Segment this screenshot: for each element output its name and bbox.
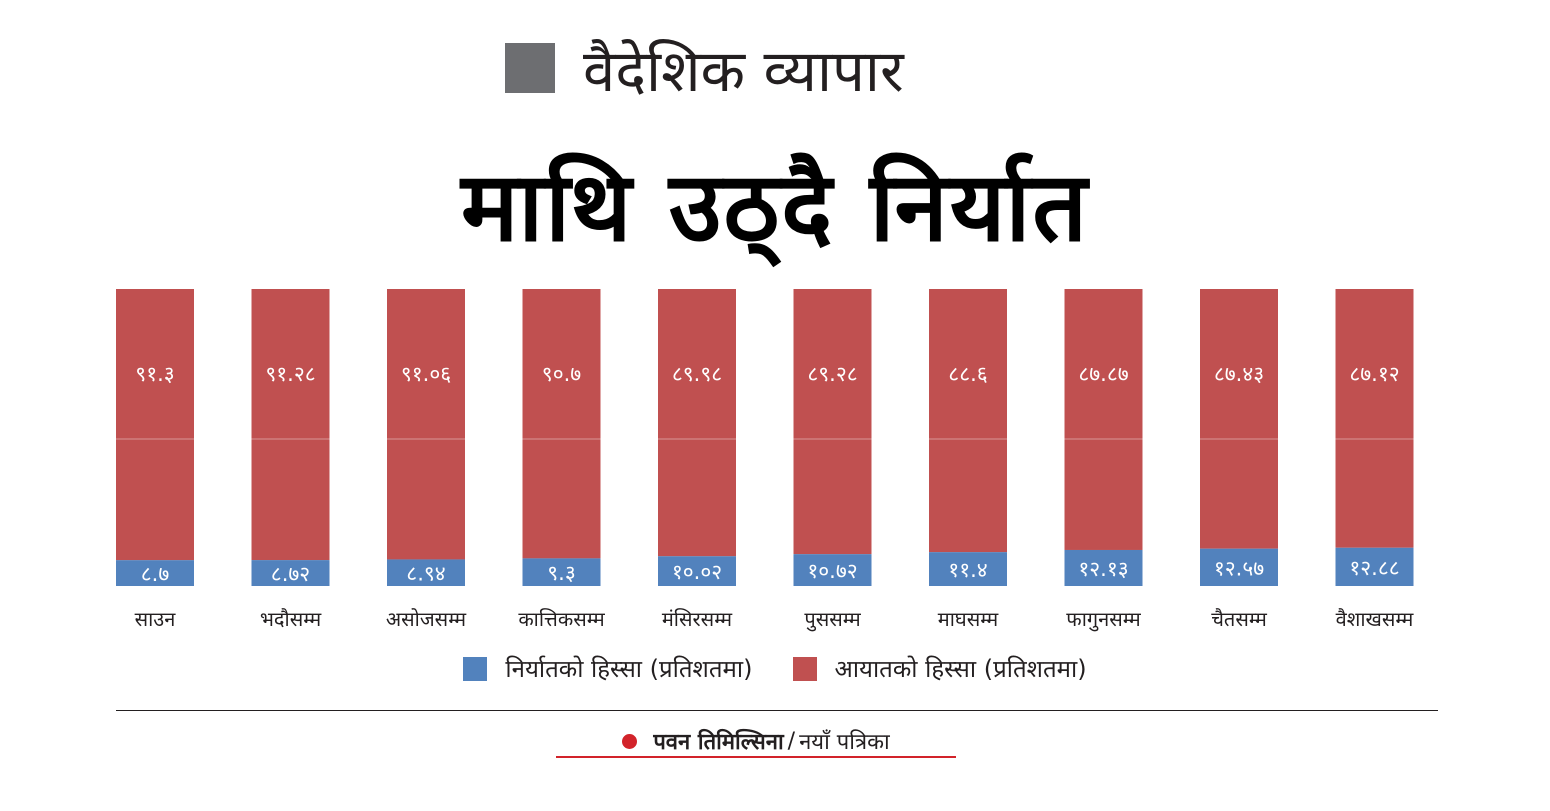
data-label-import: ८७.४३	[1214, 362, 1264, 386]
category-label: पुससम्म	[804, 607, 861, 632]
byline-author: पवन तिमिल्सिना	[653, 730, 784, 755]
data-label-export: १२.१३	[1078, 557, 1128, 581]
bar-import	[1200, 289, 1278, 549]
category-label: साउन	[135, 607, 177, 631]
bar-export	[251, 560, 330, 586]
bar-export	[1064, 549, 1143, 586]
data-label-export: ८.९४	[406, 562, 445, 586]
kicker: वैदेशिक व्यापार	[505, 30, 904, 106]
legend-item-export: निर्यातको हिस्सा (प्रतिशतमा)	[463, 652, 753, 685]
data-label-import: ८७.८७	[1078, 362, 1128, 386]
category-label: फागुनसम्म	[1066, 607, 1141, 632]
legend-item-import: आयातको हिस्सा (प्रतिशतमा)	[792, 652, 1087, 685]
data-label-export: १२.८८	[1349, 556, 1399, 580]
bar-import	[387, 289, 465, 560]
bar-export	[1200, 548, 1278, 586]
legend-swatch-export	[463, 656, 488, 681]
kicker-square-icon	[505, 43, 555, 93]
category-label: मंसिरसम्म	[662, 607, 733, 631]
bar-export	[929, 552, 1007, 586]
data-label-import: ८८.६	[948, 362, 987, 386]
bar-import	[929, 289, 1007, 553]
bar-import	[793, 289, 872, 555]
data-label-export: १०.०२	[672, 560, 722, 584]
category-label: माघसम्म	[938, 607, 999, 631]
bar-export	[522, 558, 601, 586]
bar-import	[1064, 289, 1143, 550]
bar-import	[251, 289, 330, 561]
data-label-import: ८७.१२	[1349, 362, 1399, 386]
category-label: असोजसम्म	[386, 607, 467, 631]
bar-import	[658, 289, 736, 557]
bar-export	[387, 559, 465, 586]
data-label-export: ११.४	[948, 558, 987, 582]
bar-import	[522, 289, 601, 559]
data-label-import: ९१.३	[135, 362, 174, 386]
divider	[116, 710, 1438, 711]
category-label: कात्तिकसम्म	[518, 607, 605, 631]
data-label-export: १०.७२	[807, 559, 857, 583]
data-label-import: ८९.९८	[672, 362, 722, 386]
data-label-import: ९१.२८	[265, 362, 315, 386]
data-label-export: ८.७	[141, 562, 170, 586]
bar-import	[1335, 289, 1414, 548]
data-label-export: १२.५७	[1214, 556, 1264, 580]
data-label-import: ९१.०६	[401, 362, 451, 386]
byline-source: नयाँ पत्रिका	[799, 730, 890, 755]
byline: पवन तिमिल्सिना / नयाँ पत्रिका	[556, 726, 956, 758]
byline-separator: /	[787, 728, 796, 754]
legend: निर्यातको हिस्सा (प्रतिशतमा) आयातको हिस्…	[0, 652, 1550, 685]
bar-import	[116, 289, 194, 561]
headline: माथि उठ्दै निर्यात	[460, 151, 1090, 263]
bar-export	[1335, 547, 1414, 586]
bar-export	[116, 560, 194, 586]
bullet-dot-icon	[622, 733, 638, 749]
legend-swatch-import	[792, 656, 817, 681]
data-label-export: ८.७२	[271, 562, 310, 586]
kicker-text: वैदेशिक व्यापार	[583, 36, 904, 105]
bar-export	[658, 556, 736, 586]
legend-label-import: आयातको हिस्सा (प्रतिशतमा)	[834, 655, 1087, 683]
legend-label-export: निर्यातको हिस्सा (प्रतिशतमा)	[505, 655, 753, 683]
category-label: चैतसम्म	[1211, 607, 1268, 631]
data-label-import: ८९.२८	[807, 362, 857, 386]
data-label-export: ९.३	[547, 561, 576, 585]
category-label: भदौसम्म	[260, 607, 322, 631]
bar-export	[793, 554, 872, 586]
data-label-import: ९०.७	[542, 362, 582, 386]
category-label: वैशाखसम्म	[1336, 607, 1415, 631]
